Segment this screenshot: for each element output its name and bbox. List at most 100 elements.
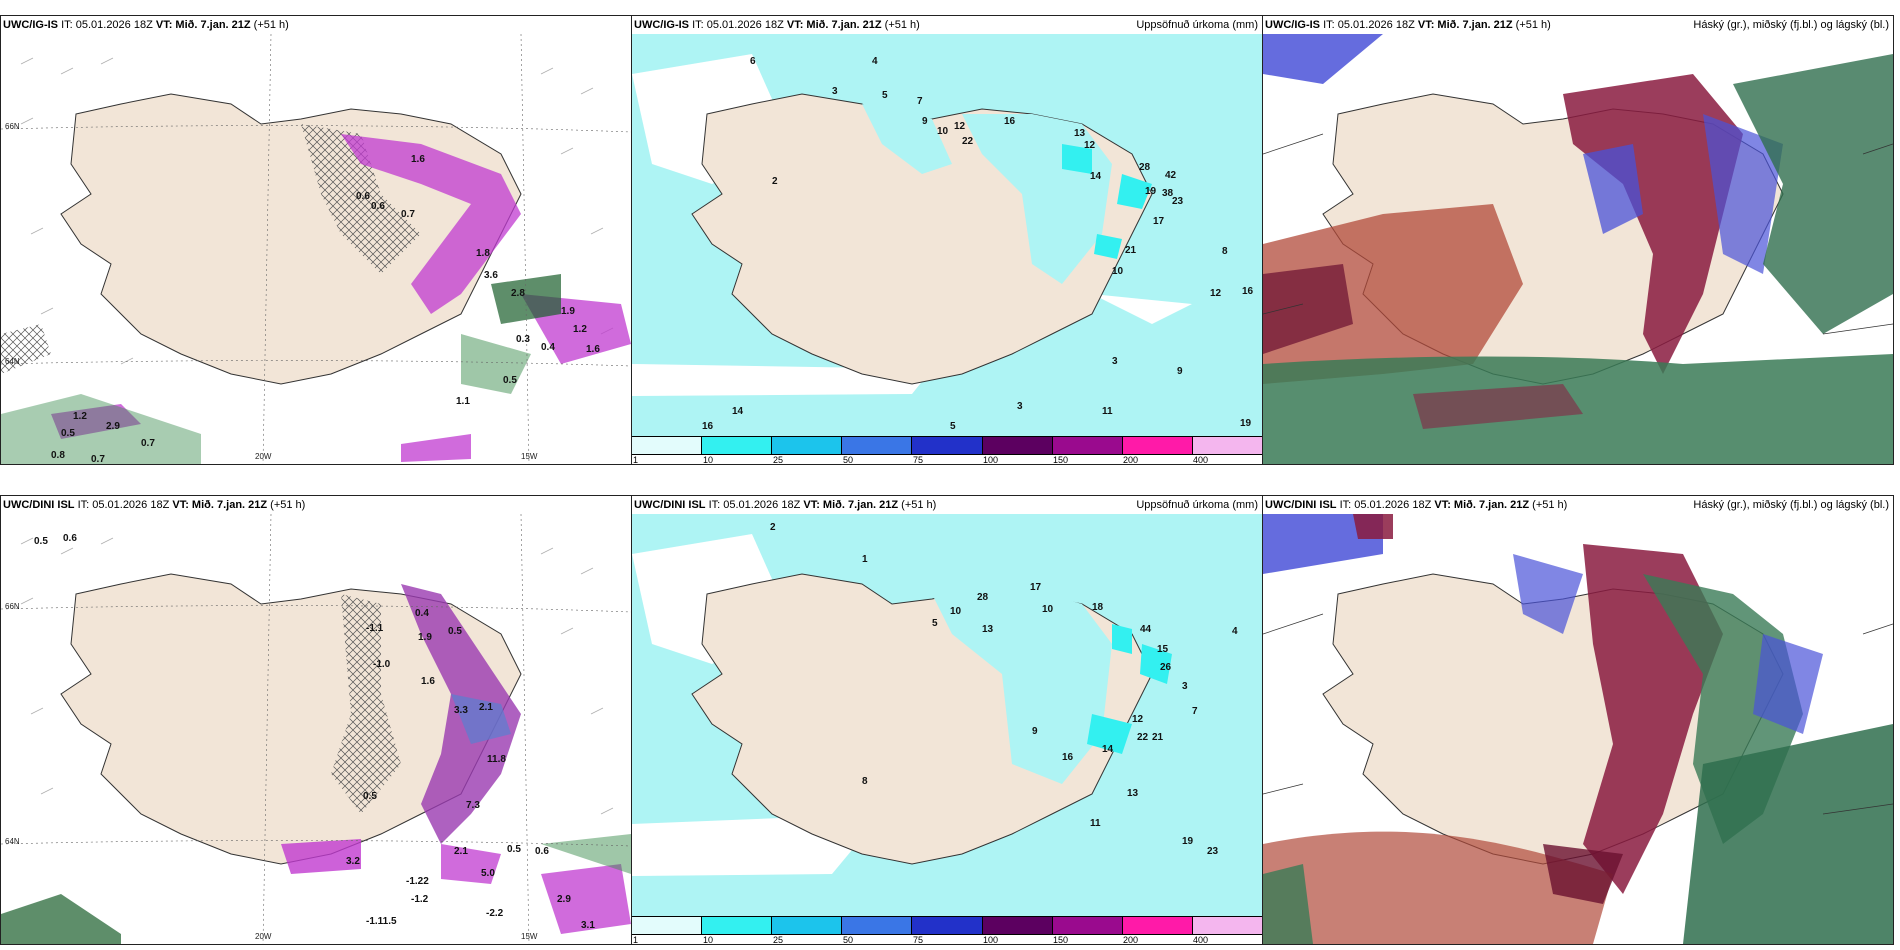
- legend-swatch: [912, 437, 983, 454]
- valid-time: Mið. 7.jan. 21Z: [822, 499, 899, 511]
- value-label: 19: [1145, 186, 1157, 197]
- value-label: 19: [1240, 418, 1252, 429]
- panel-header: UWC/DINI ISL IT: 05.01.2026 18Z VT: Mið.…: [1265, 499, 1889, 513]
- value-label: 16: [1004, 116, 1016, 127]
- lat-label: 64N: [5, 357, 20, 366]
- model-name: UWC/IG-IS: [1265, 19, 1320, 31]
- value-label: 14: [1102, 744, 1114, 755]
- model-name: UWC/DINI ISL: [3, 499, 75, 511]
- value-label: 8: [862, 776, 868, 787]
- value-label: 1: [862, 554, 868, 565]
- lead-time: (+51 h): [884, 19, 920, 31]
- value-label: 3: [1017, 401, 1023, 412]
- value-label: 21: [1125, 245, 1137, 256]
- value-label: 10: [950, 606, 962, 617]
- legend-swatch: [1192, 437, 1262, 454]
- value-label: 0.8: [51, 450, 65, 461]
- legend-label: 150: [1053, 935, 1069, 945]
- panel-variable-title: Háský (gr.), miðský (fj.bl.) og lágský (…: [1693, 19, 1889, 31]
- value-label: 12: [1084, 140, 1096, 151]
- value-label: 4: [872, 56, 878, 67]
- legend-label: 75: [913, 935, 924, 945]
- init-time: IT: 05.01.2026 18Z: [61, 19, 153, 31]
- value-label: 28: [1139, 162, 1151, 173]
- panel-bottom-left: UWC/DINI ISL IT: 05.01.2026 18Z VT: Mið.…: [0, 495, 632, 945]
- map-clouds[interactable]: [1263, 34, 1893, 464]
- legend-swatch: [632, 917, 703, 934]
- value-label: 0.5: [34, 536, 48, 547]
- value-label: 14: [1090, 171, 1102, 182]
- value-label: 0.7: [401, 209, 415, 220]
- value-label: 5: [932, 618, 938, 629]
- legend-swatch: [912, 917, 983, 934]
- value-label: 1.8: [476, 248, 490, 259]
- value-label: 12: [1210, 288, 1222, 299]
- legend-label: 25: [773, 935, 784, 945]
- valid-label: VT:: [155, 19, 173, 31]
- panel-top-right: UWC/IG-IS IT: 05.01.2026 18Z VT: Mið. 7.…: [1262, 15, 1894, 465]
- valid-label: VT:: [803, 499, 820, 511]
- legend-label: 400: [1193, 455, 1209, 465]
- legend-swatch: [772, 437, 843, 454]
- legend-colorbar: [632, 436, 1262, 455]
- value-label: -1.0: [373, 659, 391, 670]
- value-label: 23: [1207, 846, 1219, 857]
- value-label: 5: [882, 90, 888, 101]
- value-label: 1.9: [418, 632, 432, 643]
- value-label: 9: [1032, 726, 1038, 737]
- value-label: 22: [962, 136, 974, 147]
- value-label: 1.1: [456, 396, 470, 407]
- legend-swatch: [702, 437, 773, 454]
- legend-label: 75: [913, 455, 924, 465]
- lon-label: 15W: [521, 932, 538, 941]
- panel-header: UWC/IG-IS IT: 05.01.2026 18Z VT: Mið. 7.…: [3, 19, 627, 33]
- map-clouds[interactable]: [1263, 514, 1893, 944]
- panel-variable-title: Háský (gr.), miðský (fj.bl.) og lágský (…: [1693, 499, 1889, 511]
- value-label: 11: [1090, 818, 1101, 829]
- value-label: 0.4: [541, 342, 555, 353]
- value-label: 3: [1182, 681, 1188, 692]
- model-name: UWC/IG-IS: [3, 19, 58, 31]
- legend-label: 50: [843, 935, 854, 945]
- map-accum-precip[interactable]: 2 1 5 10 13 28 17 10 18 44 15 26 3 7 9 1…: [632, 514, 1262, 916]
- value-label: 5: [950, 421, 956, 432]
- legend-swatch: [842, 917, 913, 934]
- map-accum-precip[interactable]: 6 4 3 5 7 9 10 12 22 16 13 12 28 42 38 2…: [632, 34, 1262, 436]
- legend-label: 200: [1123, 935, 1139, 945]
- legend-label: 200: [1123, 455, 1139, 465]
- map-wind-precip[interactable]: 66N 64N 20W 15W 1.6 0.6 0.6 0.7 1.8 3.6 …: [1, 34, 631, 464]
- value-label: 17: [1030, 582, 1042, 593]
- value-label: 13: [1074, 128, 1086, 139]
- value-label: 3.1: [581, 920, 595, 931]
- map-wind-precip[interactable]: 66N 64N 20W 15W 0.5 0.6 0.4 1.9 0.5 1.6 …: [1, 514, 631, 944]
- value-label: 19: [1182, 836, 1194, 847]
- value-label: 13: [1127, 788, 1139, 799]
- value-label: 0.4: [415, 608, 429, 619]
- init-time: IT: 05.01.2026 18Z: [708, 499, 801, 511]
- value-label: -1.2: [411, 894, 429, 905]
- map-canvas-3: [1263, 34, 1893, 464]
- legend-label: 25: [773, 455, 784, 465]
- lead-time: (+51 h): [253, 19, 289, 31]
- value-label: 13: [982, 624, 994, 635]
- legend-swatch: [1052, 437, 1123, 454]
- panel-header: UWC/IG-IS IT: 05.01.2026 18Z VT: Mið. 7.…: [1265, 19, 1889, 33]
- value-label: 10: [1042, 604, 1054, 615]
- map-canvas-6: [1263, 514, 1893, 944]
- lead-time: (+51 h): [901, 499, 937, 511]
- legend-label: 10: [703, 935, 714, 945]
- valid-label: VT:: [1417, 19, 1435, 31]
- value-label: 42: [1165, 170, 1177, 181]
- model-name: UWC/DINI ISL: [634, 499, 706, 511]
- value-label: 23: [1172, 196, 1184, 207]
- value-label: 1.2: [573, 324, 587, 335]
- value-label: 14: [732, 406, 744, 417]
- panel-variable-title: Uppsöfnuð úrkoma (mm): [1136, 19, 1258, 31]
- value-label: 16: [1062, 752, 1074, 763]
- value-label: 5.0: [481, 868, 495, 879]
- legend-colorbar: [632, 916, 1262, 935]
- legend-label: 150: [1053, 455, 1069, 465]
- value-label: 0.5: [448, 626, 462, 637]
- valid-label: VT:: [172, 499, 189, 511]
- valid-label: VT:: [1434, 499, 1451, 511]
